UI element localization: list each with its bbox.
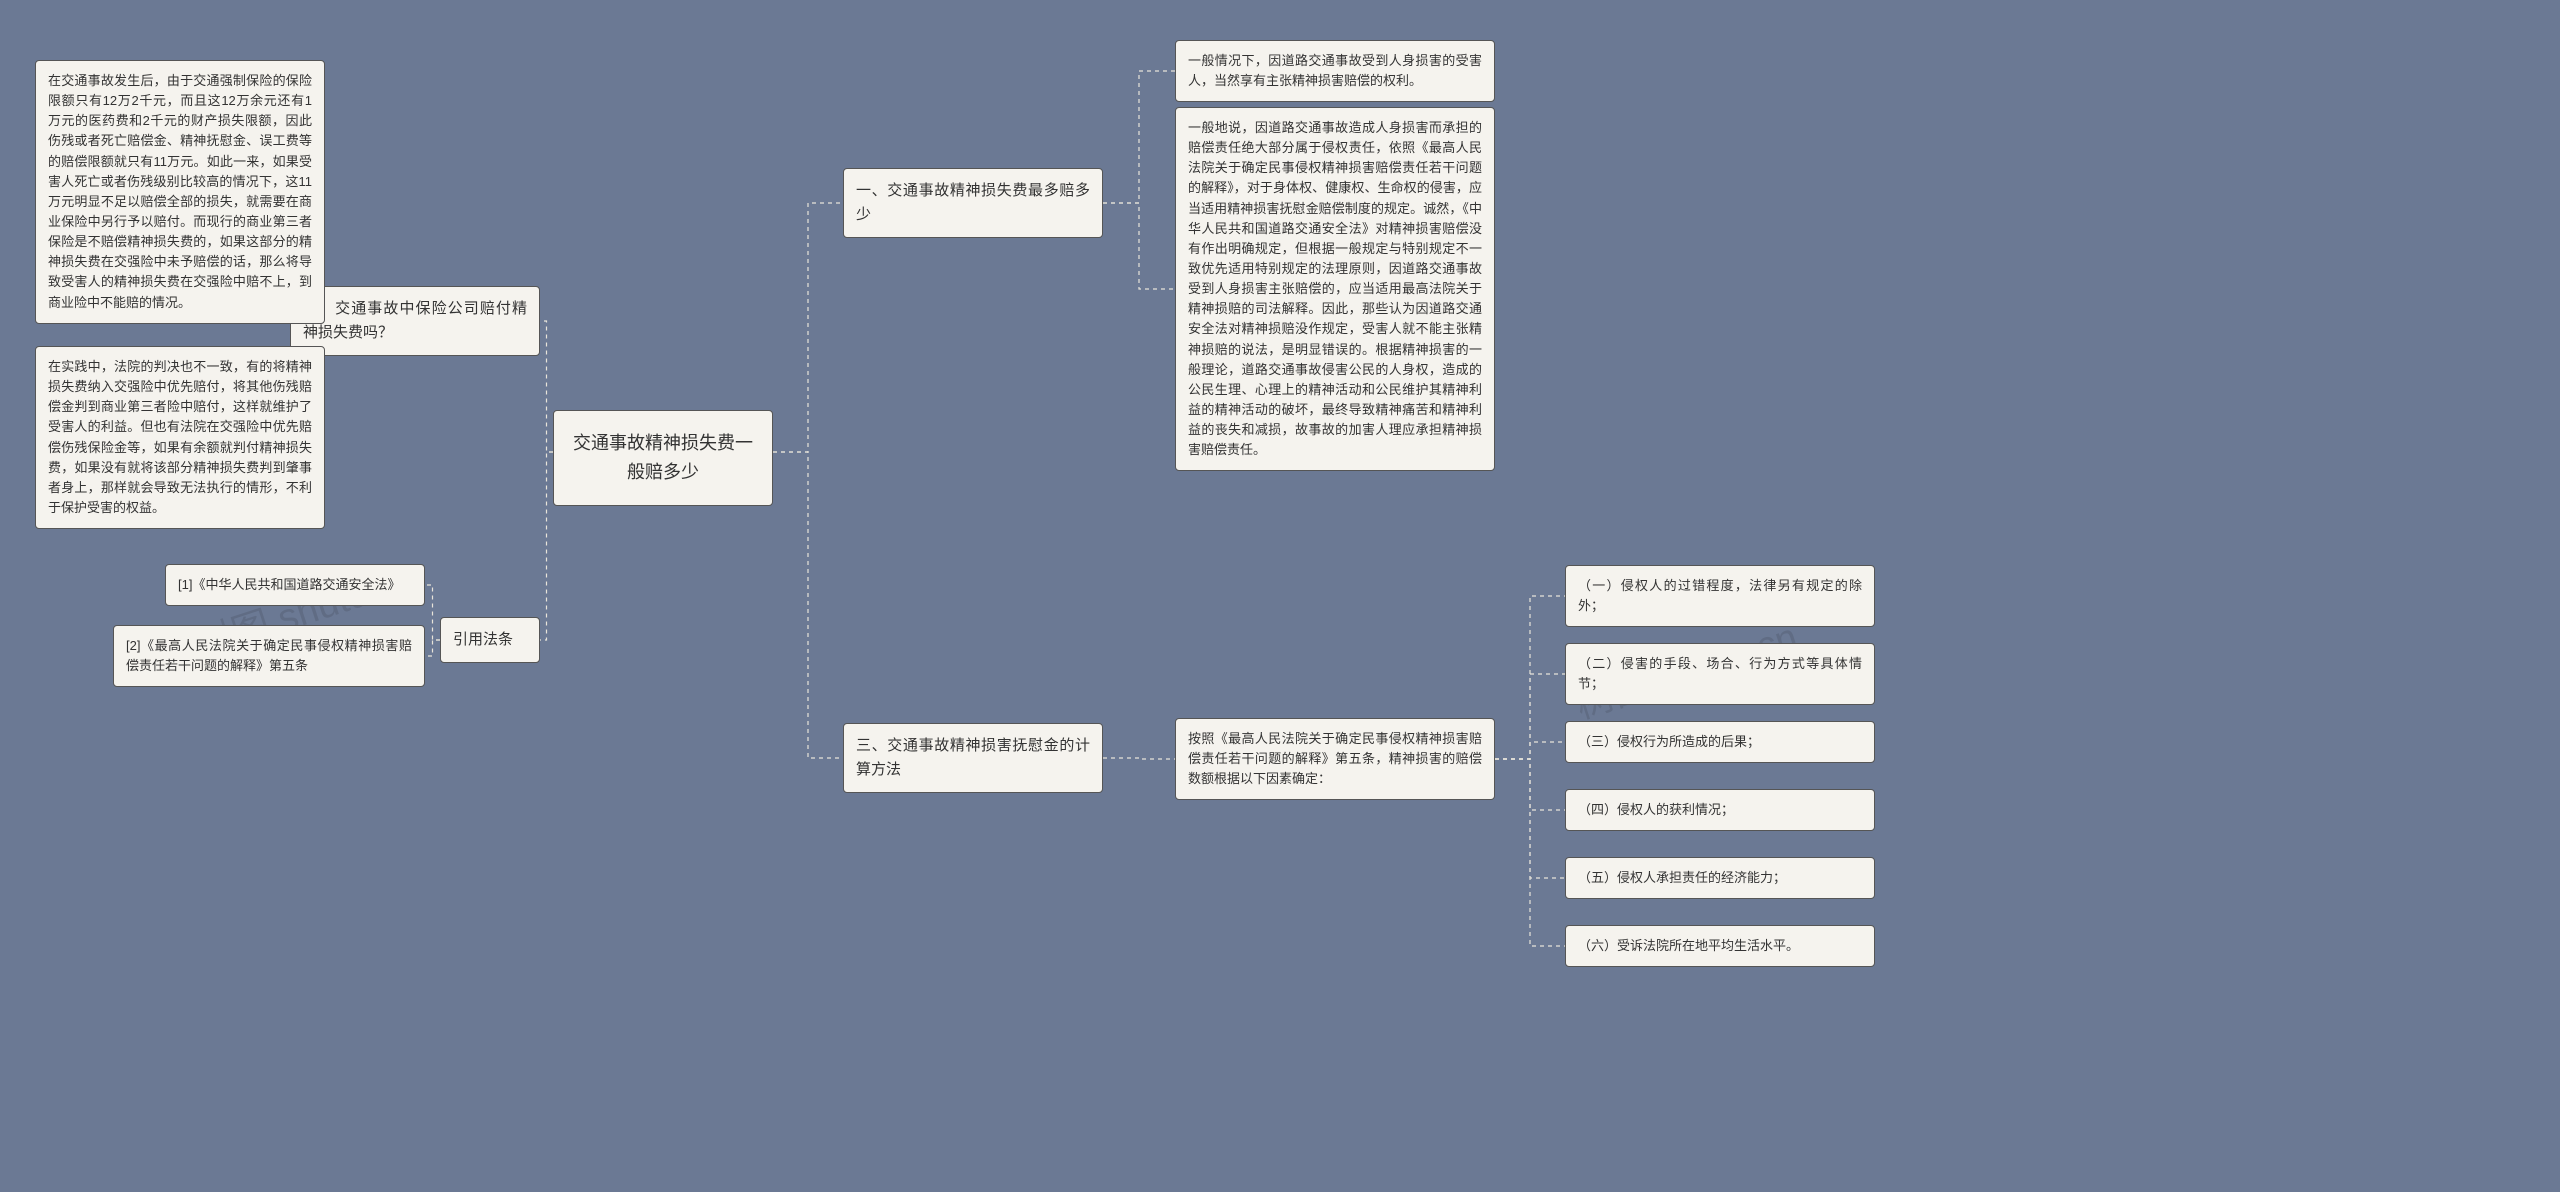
mindmap-node: （三）侵权行为所造成的后果；: [1565, 721, 1875, 763]
mindmap-node: 一般情况下，因道路交通事故受到人身损害的受害人，当然享有主张精神损害赔偿的权利。: [1175, 40, 1495, 102]
root-node: 交通事故精神损失费一般赔多少: [553, 410, 773, 506]
mindmap-node: 三、交通事故精神损害抚慰金的计算方法: [843, 723, 1103, 793]
mindmap-node: [1]《中华人民共和国道路交通安全法》: [165, 564, 425, 606]
mindmap-node: （六）受诉法院所在地平均生活水平。: [1565, 925, 1875, 967]
mindmap-node: 一、交通事故精神损失费最多赔多少: [843, 168, 1103, 238]
mindmap-node: 在交通事故发生后，由于交通强制保险的保险限额只有12万2千元，而且这12万余元还…: [35, 60, 325, 324]
mindmap-node: 一般地说，因道路交通事故造成人身损害而承担的赔偿责任绝大部分属于侵权责任，依照《…: [1175, 107, 1495, 471]
mindmap-node: （四）侵权人的获利情况；: [1565, 789, 1875, 831]
mindmap-node: 引用法条: [440, 617, 540, 663]
mindmap-node: [2]《最高人民法院关于确定民事侵权精神损害赔偿责任若干问题的解释》第五条: [113, 625, 425, 687]
mindmap-node: （二）侵害的手段、场合、行为方式等具体情节；: [1565, 643, 1875, 705]
mindmap-node: 按照《最高人民法院关于确定民事侵权精神损害赔偿责任若干问题的解释》第五条，精神损…: [1175, 718, 1495, 800]
mindmap-node: 在实践中，法院的判决也不一致，有的将精神损失费纳入交强险中优先赔付，将其他伤残赔…: [35, 346, 325, 529]
mindmap-node: 二、交通事故中保险公司赔付精神损失费吗？: [290, 286, 540, 356]
mindmap-node: （五）侵权人承担责任的经济能力；: [1565, 857, 1875, 899]
mindmap-node: （一）侵权人的过错程度，法律另有规定的除外；: [1565, 565, 1875, 627]
